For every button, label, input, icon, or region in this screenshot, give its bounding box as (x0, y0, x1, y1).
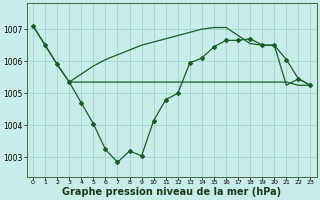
X-axis label: Graphe pression niveau de la mer (hPa): Graphe pression niveau de la mer (hPa) (62, 187, 281, 197)
